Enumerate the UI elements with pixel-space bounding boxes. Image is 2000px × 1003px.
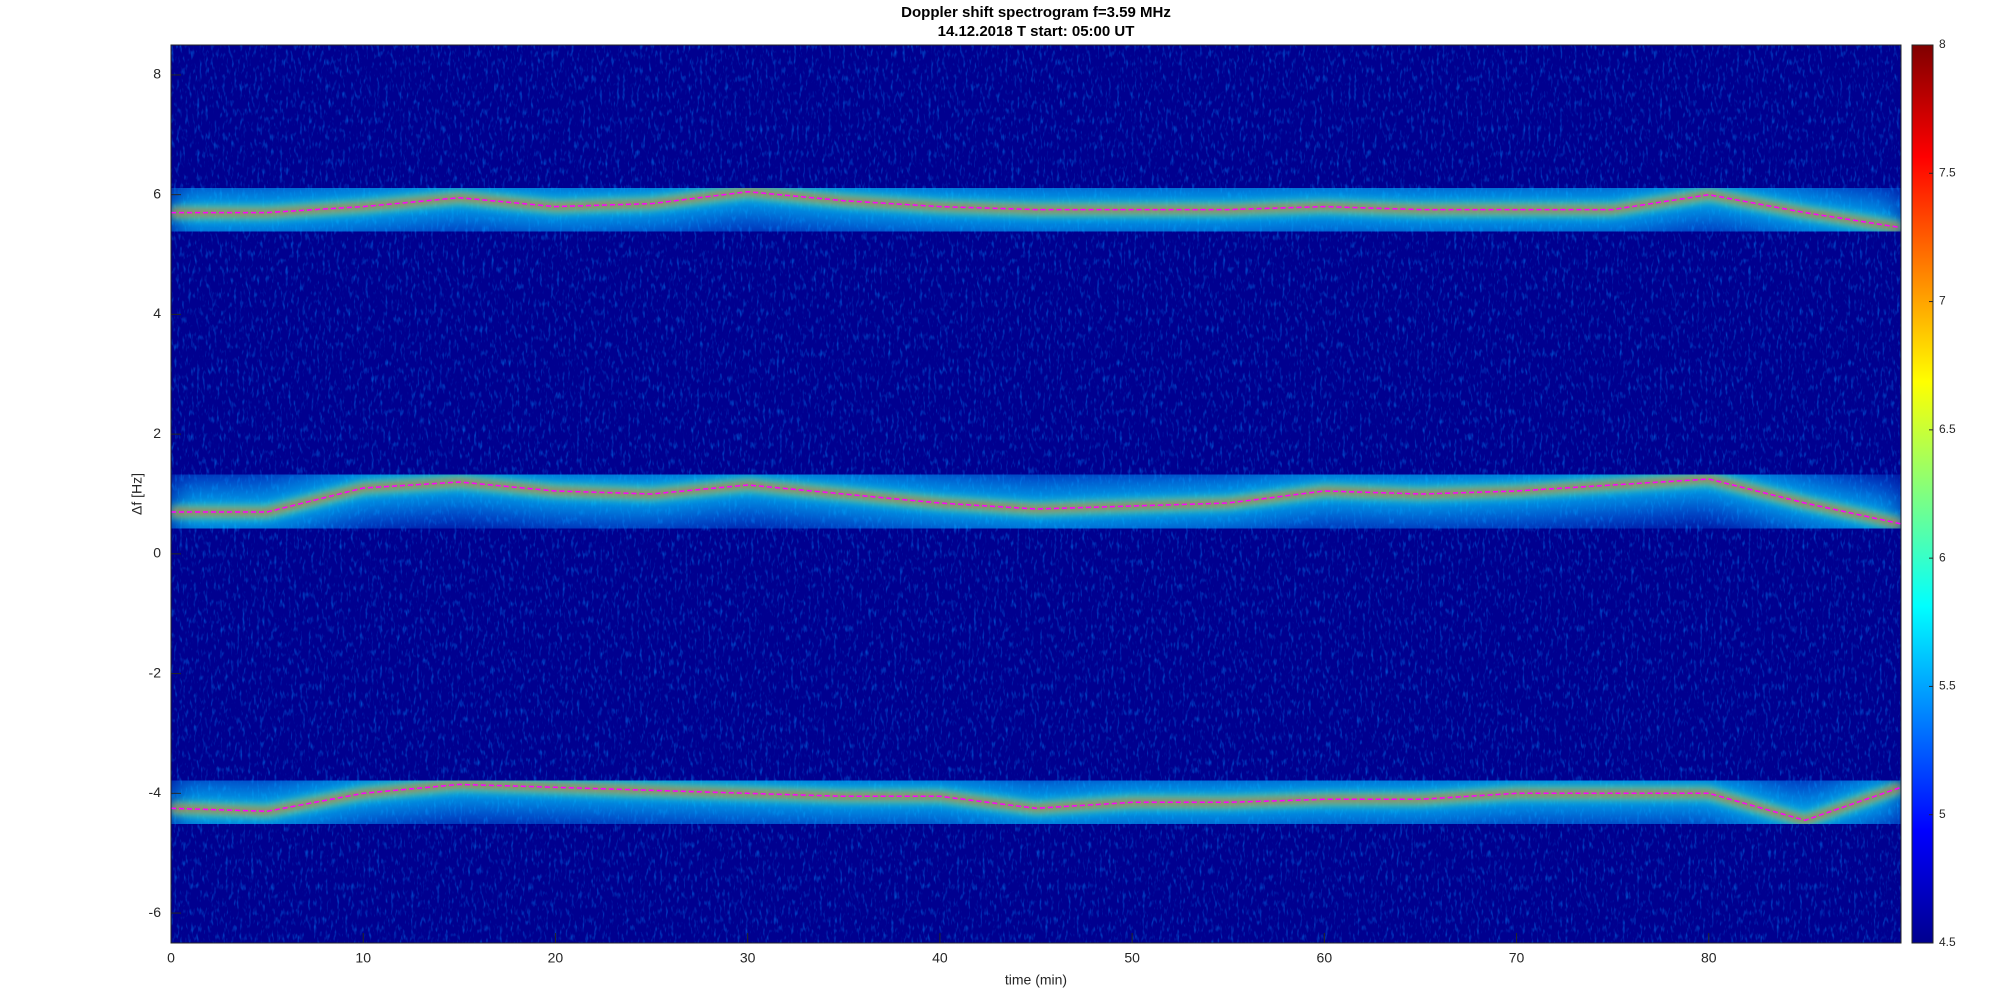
x-tick-label: 40 <box>932 950 948 966</box>
trace-line <box>171 783 1901 822</box>
chart-title: Doppler shift spectrogram f=3.59 MHz <box>901 4 1171 21</box>
x-tick-label: 60 <box>1317 950 1333 966</box>
colorbar-tick-label: 5 <box>1939 807 1946 821</box>
y-tick-label: 4 <box>153 305 161 321</box>
x-tick-label: 70 <box>1509 950 1525 966</box>
x-tick-label: 0 <box>167 950 175 966</box>
y-tick-label: 8 <box>153 66 161 82</box>
colorbar-tick-label: 6.5 <box>1939 422 1956 436</box>
y-tick-label: 0 <box>153 545 161 561</box>
y-tick-label: -2 <box>149 664 162 680</box>
colorbar-tick-label: 7.5 <box>1939 165 1956 179</box>
colorbar-tick-label: 7 <box>1939 294 1946 308</box>
y-tick-label: 6 <box>153 185 161 201</box>
colorbar-tick-label: 4.5 <box>1939 935 1956 949</box>
trace-line <box>171 478 1901 525</box>
colorbar <box>1911 44 1934 944</box>
trace-line <box>171 190 1901 229</box>
y-tick-label: -4 <box>149 784 162 800</box>
y-axis-label: Δf [Hz] <box>129 473 145 515</box>
x-tick-label: 50 <box>1124 950 1140 966</box>
traces <box>171 146 1901 866</box>
x-tick-label: 20 <box>548 950 564 966</box>
x-axis-label: time (min) <box>1005 972 1067 988</box>
colorbar-tick-label: 8 <box>1939 37 1946 51</box>
x-tick-label: 10 <box>355 950 371 966</box>
x-tick-label: 80 <box>1701 950 1717 966</box>
chart-subtitle: 14.12.2018 T start: 05:00 UT <box>938 23 1135 40</box>
colorbar-tick-label: 6 <box>1939 550 1946 564</box>
colorbar-tick-label: 5.5 <box>1939 679 1956 693</box>
y-tick-label: -6 <box>149 904 162 920</box>
plot-frame <box>170 44 1902 944</box>
x-tick-label: 30 <box>740 950 756 966</box>
y-tick-label: 2 <box>153 425 161 441</box>
